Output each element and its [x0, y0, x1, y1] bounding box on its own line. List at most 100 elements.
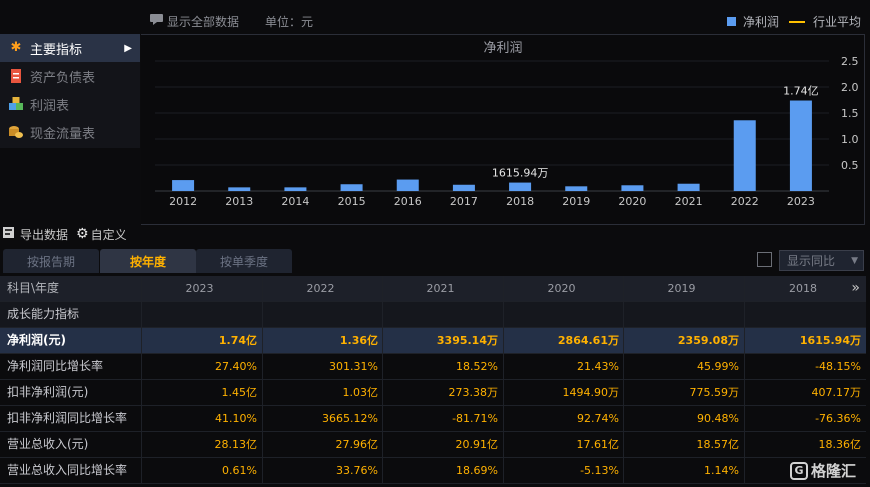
- table-cell: 2864.61万: [503, 328, 624, 353]
- table-cell: 90.48%: [623, 406, 744, 431]
- year-header: 2020: [503, 276, 624, 301]
- table-cell: 3665.12%: [262, 406, 383, 431]
- table-cell: 18.57亿: [623, 432, 744, 457]
- legend-label-net-profit: 净利润: [743, 15, 780, 29]
- year-header: 2021: [382, 276, 503, 301]
- year-header: 2022: [262, 276, 383, 301]
- table-row[interactable]: 净利润(元) 1.74亿 1.36亿 3395.14万 2864.61万 2359.08万…: [0, 328, 866, 354]
- table-cell: [262, 302, 383, 327]
- row-label: 营业总收入同比增长率: [7, 463, 128, 477]
- chart-legend: 净利润 行业平均: [727, 13, 861, 30]
- table-row[interactable]: 营业总收入同比增长率 0.61% 33.76% 18.69% -5.13% 1.14%: [0, 458, 866, 484]
- yoy-select[interactable]: 显示同比 ▼: [779, 250, 864, 271]
- yoy-label: 显示同比: [787, 254, 836, 268]
- table-cell: 18.69%: [382, 458, 503, 483]
- net-profit-chart: 净利润 2.5 2.0 1.5 1.0 0.5 2012 2013 2014 2015 2016 20…: [155, 41, 859, 208]
- tab-by-year[interactable]: 按年度: [100, 249, 196, 273]
- data-label: 1615.94万: [492, 167, 549, 180]
- x-tick-label: 2023: [787, 195, 815, 208]
- year-header: 2023: [141, 276, 262, 301]
- gear-icon: ⚙: [76, 226, 89, 242]
- logo-mark-icon: G: [790, 461, 808, 480]
- table-cell: 775.59万: [623, 380, 744, 405]
- table-cell: 1.14%: [623, 458, 744, 483]
- table-cell: 17.61亿: [503, 432, 624, 457]
- sidebar-item-label: 现金流量表: [30, 126, 96, 142]
- bar: [452, 184, 475, 191]
- table-row[interactable]: 营业总收入(元) 28.13亿 27.96亿 20.91亿 17.61亿 18.57亿 18…: [0, 432, 866, 458]
- customize-button[interactable]: 自定义: [90, 227, 127, 242]
- table-cell: -76.36%: [744, 406, 866, 431]
- double-chevron-right-icon[interactable]: »: [851, 280, 860, 296]
- table-cell: 33.76%: [262, 458, 383, 483]
- row-label: 营业总收入(元): [7, 437, 89, 451]
- table-cell: 1494.90万: [503, 380, 624, 405]
- x-tick-label: 2017: [450, 195, 478, 208]
- y-tick-label: 1.0: [841, 133, 859, 146]
- table-cell: 27.96亿: [262, 432, 383, 457]
- chart-toolbar: 显示全部数据 单位：元: [150, 10, 313, 32]
- x-tick-label: 2015: [338, 195, 366, 208]
- table-cell: 1.45亿: [141, 380, 262, 405]
- tab-by-quarter[interactable]: 按单季度: [196, 249, 292, 273]
- yoy-checkbox[interactable]: [757, 252, 772, 267]
- year-header: 2019: [623, 276, 744, 301]
- row-label: 净利润(元): [7, 333, 66, 347]
- bar: [396, 179, 419, 191]
- x-tick-label: 2019: [562, 195, 590, 208]
- x-tick-label: 2012: [169, 195, 197, 208]
- comment-icon: [150, 13, 163, 29]
- table-cell: [503, 302, 624, 327]
- table-row[interactable]: 净利润同比增长率 27.40% 301.31% 18.52% 21.43% 45.99% -…: [0, 354, 866, 380]
- sidebar-item-cash-flow[interactable]: 现金流量表: [0, 118, 140, 146]
- table-cell: 27.40%: [141, 354, 262, 379]
- row-label: 扣非净利润同比增长率: [7, 411, 128, 425]
- tab-by-report-period[interactable]: 按报告期: [3, 249, 99, 273]
- table-cell: 21.43%: [503, 354, 624, 379]
- chart-panel: 净利润 2.5 2.0 1.5 1.0 0.5 2012 2013 2014 2015 2016 20…: [141, 34, 865, 225]
- table-row[interactable]: 成长能力指标: [0, 302, 866, 328]
- sidebar-item-label: 利润表: [30, 98, 70, 114]
- sidebar-item-income-statement[interactable]: 利润表: [0, 90, 140, 118]
- table-cell: 301.31%: [262, 354, 383, 379]
- chevron-right-icon: ▶: [124, 42, 132, 54]
- table-cell: 0.61%: [141, 458, 262, 483]
- table-actions: 导出数据 ⚙ 自定义: [3, 225, 127, 243]
- coins-icon: [8, 125, 24, 139]
- cubes-icon: [8, 97, 24, 111]
- unit-label: 单位：元: [265, 14, 314, 29]
- export-data-button[interactable]: 导出数据: [20, 227, 69, 242]
- table-cell: 3395.14万: [382, 328, 503, 353]
- table-row[interactable]: 扣非净利润同比增长率 41.10% 3665.12% -81.71% 92.74% 90.…: [0, 406, 866, 432]
- table-cell: 20.91亿: [382, 432, 503, 457]
- bar: [340, 184, 363, 191]
- export-icon: [3, 226, 17, 242]
- show-all-data-link[interactable]: 显示全部数据: [167, 14, 240, 29]
- x-tick-label: 2022: [731, 195, 759, 208]
- chart-title: 净利润: [483, 41, 522, 56]
- x-tick-label: 2020: [618, 195, 646, 208]
- sidebar-item-main-indicators[interactable]: ✱ 主要指标 ▶: [0, 34, 140, 62]
- bar: [172, 180, 195, 191]
- y-tick-label: 2.5: [841, 55, 859, 68]
- table-row[interactable]: 扣非净利润(元) 1.45亿 1.03亿 273.38万 1494.90万 775.59万…: [0, 380, 866, 406]
- table-cell: 41.10%: [141, 406, 262, 431]
- table-cell: 1615.94万: [744, 328, 866, 353]
- x-tick-label: 2021: [675, 195, 703, 208]
- table-cell: 1.74亿: [141, 328, 262, 353]
- table-cell: 273.38万: [382, 380, 503, 405]
- bar: [284, 187, 307, 191]
- table-header: 科目\年度 2023 2022 2021 2020 2019 2018 »: [0, 276, 866, 302]
- sidebar-item-balance-sheet[interactable]: 资产负债表: [0, 62, 140, 90]
- table-cell: [382, 302, 503, 327]
- legend-swatch-net-profit: [727, 17, 736, 26]
- table-cell: [744, 458, 866, 483]
- data-label: 1.74亿: [783, 85, 819, 98]
- bar: [228, 187, 251, 191]
- year-header: 2018: [744, 276, 866, 301]
- sidebar-item-label: 主要指标: [30, 42, 83, 58]
- row-label: 扣非净利润(元): [7, 385, 89, 399]
- sidebar: ✱ 主要指标 ▶ 资产负债表 利润表 现金流量表: [0, 34, 140, 148]
- sidebar-item-label: 资产负债表: [30, 70, 96, 86]
- row-label: 成长能力指标: [7, 307, 80, 321]
